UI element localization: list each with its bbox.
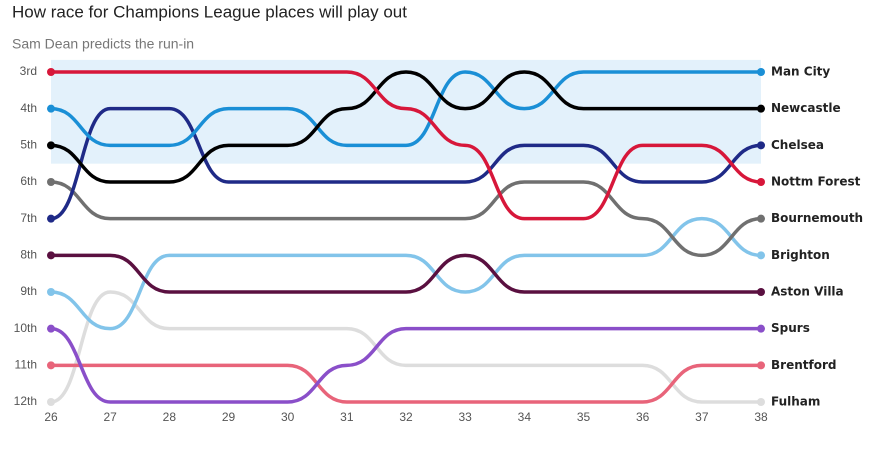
x-tick-label: 30 (281, 410, 295, 424)
team-label: Newcastle (771, 101, 841, 115)
y-tick-label: 9th (20, 284, 37, 298)
team-line (49, 180, 763, 258)
chart-title: How race for Champions League places wil… (12, 2, 407, 21)
chart-subtitle: Sam Dean predicts the run-in (12, 36, 194, 52)
y-tick-label: 7th (20, 211, 37, 225)
team-label: Brentford (771, 358, 836, 372)
end-dot (47, 141, 55, 150)
x-tick-label: 37 (695, 410, 709, 424)
end-dot (757, 251, 765, 260)
team-label: Chelsea (771, 138, 824, 152)
y-tick-label: 10th (14, 321, 37, 335)
y-tick-label: 12th (14, 394, 37, 408)
end-dot (47, 178, 55, 186)
end-dot (757, 288, 765, 296)
team-line (49, 106, 763, 221)
team-line (49, 290, 763, 404)
end-dot (757, 398, 765, 406)
team-line (49, 363, 763, 404)
team-label: Aston Villa (771, 285, 844, 299)
end-dot (757, 178, 765, 186)
y-tick-label: 3rd (20, 64, 37, 78)
y-tick-label: 8th (20, 248, 37, 262)
x-tick-label: 33 (458, 410, 472, 424)
shaded-band (51, 59, 761, 164)
end-dot (757, 361, 765, 370)
y-tick-label: 11th (15, 358, 37, 372)
x-tick-label: 36 (636, 410, 650, 424)
team-line (49, 216, 763, 331)
team-line (49, 70, 763, 148)
y-tick-label: 5th (20, 138, 37, 152)
team-label: Spurs (771, 321, 810, 335)
end-dot (47, 68, 55, 76)
x-tick-label: 34 (518, 410, 532, 424)
team-line (49, 70, 763, 221)
x-tick-label: 38 (754, 410, 768, 424)
x-tick-label: 29 (222, 410, 236, 424)
team-line (49, 253, 763, 294)
team-line (49, 70, 763, 184)
team-label: Brighton (771, 248, 830, 262)
end-dot (47, 214, 55, 223)
team-label: Man City (771, 65, 830, 79)
x-tick-label: 26 (44, 410, 58, 424)
end-dot (47, 288, 55, 296)
team-label: Nottm Forest (771, 175, 861, 189)
end-dot (757, 104, 765, 113)
team-line (49, 326, 763, 404)
end-dot (47, 251, 55, 260)
x-tick-label: 27 (103, 410, 117, 424)
y-tick-label: 6th (20, 174, 37, 188)
end-dot (47, 104, 55, 113)
end-dot (757, 68, 765, 76)
end-dot (757, 214, 765, 223)
x-tick-label: 32 (399, 410, 413, 424)
end-dot (757, 324, 765, 333)
y-tick-label: 4th (20, 101, 37, 115)
end-dot (47, 324, 55, 333)
end-dot (757, 141, 765, 150)
end-dot (47, 398, 55, 406)
x-tick-label: 31 (340, 410, 354, 424)
x-tick-label: 28 (163, 410, 177, 424)
team-label: Bournemouth (771, 211, 863, 225)
x-tick-label: 35 (577, 410, 591, 424)
end-dot (47, 361, 55, 370)
team-label: Fulham (771, 395, 820, 409)
